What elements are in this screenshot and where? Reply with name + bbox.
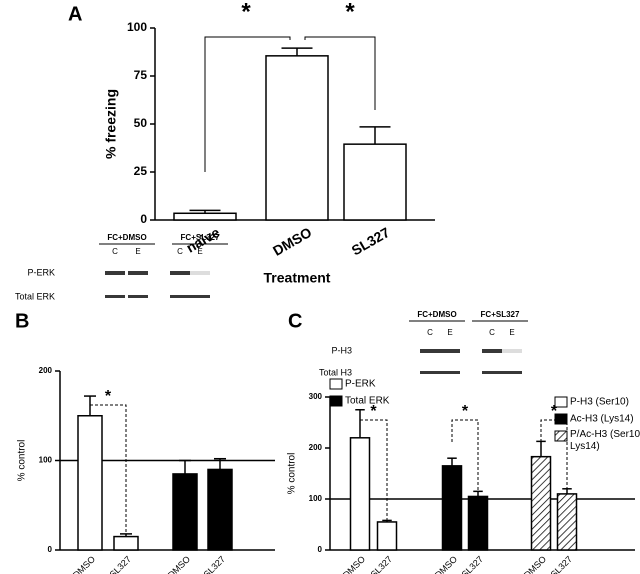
y-tick-label: 0 bbox=[318, 545, 323, 554]
y-tick-label: 100 bbox=[39, 456, 53, 465]
blot-band bbox=[420, 371, 440, 374]
blot-band bbox=[105, 271, 125, 275]
x-tick-label: FC+SL327 bbox=[95, 554, 133, 574]
bar bbox=[77, 415, 103, 551]
legend-label: Ac-H3 (Lys14) bbox=[570, 414, 634, 425]
bar bbox=[467, 495, 489, 551]
legend-swatch bbox=[554, 413, 568, 425]
y-tick-label: 100 bbox=[309, 494, 323, 503]
blot-lane-label: C bbox=[112, 247, 118, 256]
y-tick-label: 25 bbox=[134, 164, 148, 178]
significance-label: * bbox=[105, 388, 112, 405]
blot-band bbox=[170, 271, 190, 275]
bar bbox=[441, 465, 463, 551]
blot-band bbox=[482, 349, 502, 353]
blot-group-label: FC+DMSO bbox=[107, 233, 146, 242]
blot-group-label: FC+SL327 bbox=[481, 310, 520, 319]
legend-swatch bbox=[329, 395, 343, 407]
y-axis-label: % control bbox=[17, 440, 28, 482]
blot-row-label: Total H3 bbox=[319, 367, 352, 377]
x-tick-label: FC+DMSO bbox=[329, 554, 367, 574]
blot-row-label: P-H3 bbox=[331, 345, 352, 355]
blot-lane-label: C bbox=[489, 328, 495, 337]
blot-row-label: Total ERK bbox=[15, 291, 55, 301]
legend-label: P/Ac-H3 (Ser10-Lys14) bbox=[570, 429, 640, 452]
panel-label: C bbox=[288, 310, 302, 332]
significance-bracket bbox=[90, 404, 127, 535]
y-tick-label: 75 bbox=[134, 68, 148, 82]
blot-group-label: FC+DMSO bbox=[417, 310, 456, 319]
blot-lane-label: C bbox=[427, 328, 433, 337]
legend-label: P-ERK bbox=[345, 379, 376, 390]
x-tick-label: SL327 bbox=[349, 224, 393, 259]
blot-band bbox=[190, 295, 210, 298]
y-axis-label: % control bbox=[287, 453, 298, 495]
y-tick-label: 0 bbox=[48, 545, 53, 554]
legend-swatch bbox=[554, 430, 568, 442]
y-tick-label: 300 bbox=[309, 392, 323, 401]
bar bbox=[172, 473, 198, 551]
legend-wrap: P/Ac-H3 (Ser10-Lys14) bbox=[570, 429, 640, 452]
bar bbox=[113, 535, 139, 551]
blot-lane-label: C bbox=[177, 247, 183, 256]
bar bbox=[349, 437, 371, 551]
legend-swatch bbox=[554, 396, 568, 408]
y-tick-label: 100 bbox=[127, 20, 147, 34]
bar bbox=[207, 468, 233, 551]
legend-swatch bbox=[329, 378, 343, 390]
panel-label: A bbox=[68, 3, 82, 25]
significance-label: * bbox=[551, 403, 558, 420]
blot-band bbox=[482, 371, 502, 374]
significance-bracket bbox=[304, 36, 376, 110]
blot-band bbox=[502, 371, 522, 374]
significance-bracket bbox=[360, 419, 388, 520]
significance-label: * bbox=[462, 403, 469, 420]
blot-band bbox=[170, 295, 190, 298]
y-tick-label: 0 bbox=[140, 212, 147, 226]
y-axis-label: % freezing bbox=[103, 89, 119, 159]
bar bbox=[173, 212, 237, 221]
significance-bracket bbox=[540, 419, 568, 490]
blot-band bbox=[440, 371, 460, 374]
significance-label: * bbox=[345, 0, 355, 25]
significance-bracket bbox=[204, 36, 291, 172]
x-tick-label: FC+DMSO bbox=[59, 554, 97, 574]
blot-band bbox=[128, 271, 148, 275]
blot-band bbox=[105, 295, 125, 298]
x-tick-label: FC+DMSO bbox=[510, 554, 548, 574]
x-tick-label: FC+DMSO bbox=[421, 554, 459, 574]
blot-lane-label: E bbox=[509, 328, 514, 337]
y-tick-label: 200 bbox=[309, 443, 323, 452]
panel-label: B bbox=[15, 310, 29, 332]
bar bbox=[376, 521, 398, 551]
blot-lane-label: E bbox=[135, 247, 140, 256]
blot-lane-label: E bbox=[197, 247, 202, 256]
blot-band bbox=[440, 349, 460, 353]
significance-label: * bbox=[241, 0, 251, 25]
bar bbox=[265, 55, 329, 221]
x-tick-label: FC+SL327 bbox=[189, 554, 227, 574]
significance-label: * bbox=[370, 403, 377, 420]
legend-label: Total ERK bbox=[345, 396, 390, 407]
blot-group-label: FC+SL327 bbox=[181, 233, 220, 242]
blot-band bbox=[190, 271, 210, 275]
blot-band bbox=[502, 349, 522, 353]
bar bbox=[343, 143, 407, 221]
y-tick-label: 200 bbox=[39, 366, 53, 375]
x-tick-label: FC+DMSO bbox=[154, 554, 192, 574]
blot-row-label: P-ERK bbox=[27, 267, 55, 277]
legend-label: P-H3 (Ser10) bbox=[570, 397, 629, 408]
blot-band bbox=[128, 295, 148, 298]
x-axis-label: Treatment bbox=[264, 270, 331, 286]
blot-lane-label: E bbox=[447, 328, 452, 337]
bar bbox=[556, 493, 578, 551]
x-tick-label: DMSO bbox=[270, 224, 314, 259]
bar bbox=[530, 455, 552, 551]
significance-bracket bbox=[451, 419, 479, 490]
y-tick-label: 50 bbox=[134, 116, 148, 130]
blot-band bbox=[420, 349, 440, 353]
